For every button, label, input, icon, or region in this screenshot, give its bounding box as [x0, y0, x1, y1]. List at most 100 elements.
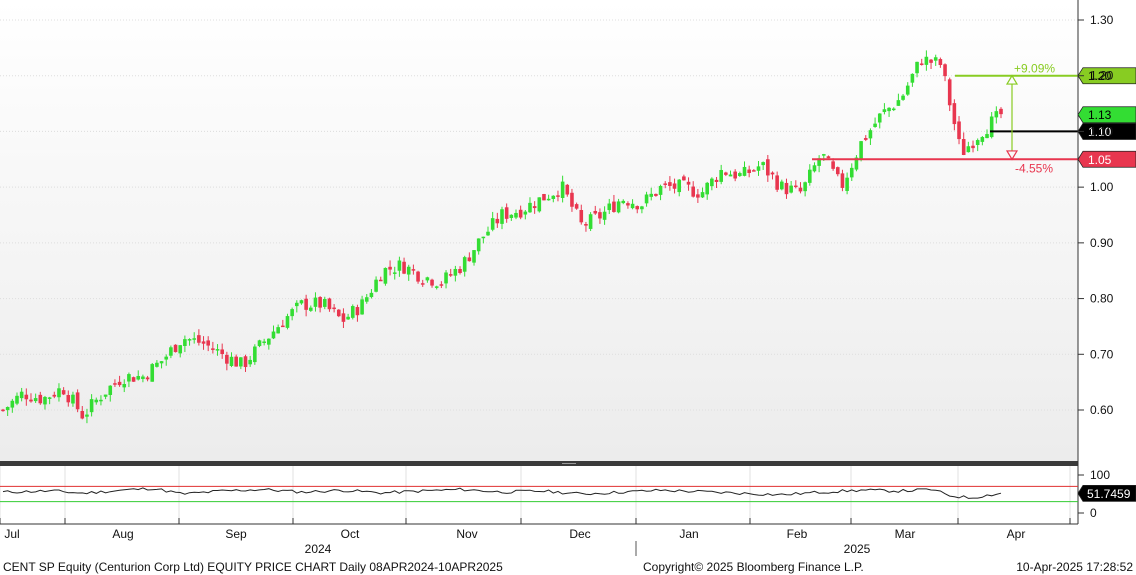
rsi-tick-label: 100 — [1090, 468, 1110, 482]
y-tick-label: 0.80 — [1090, 292, 1114, 306]
candle — [514, 209, 518, 220]
time-axis: Jul Aug Sep Oct Nov Dec Jan Feb Mar Apr 2024 2025 — [0, 518, 1071, 556]
candle — [453, 265, 458, 282]
candle — [849, 163, 854, 182]
level-tag-label: 1.13 — [1088, 108, 1112, 122]
candle — [621, 199, 626, 205]
candle — [187, 338, 192, 346]
loss-annotation: -4.55% — [1015, 161, 1053, 175]
candle — [383, 267, 388, 286]
candle — [924, 50, 929, 71]
rsi-line — [2, 487, 1002, 499]
x-month-label: Nov — [456, 527, 477, 541]
candle — [360, 295, 364, 315]
candle — [551, 195, 556, 203]
candle — [192, 332, 197, 344]
candle — [486, 226, 490, 236]
candle — [448, 268, 453, 277]
candle — [752, 169, 756, 172]
candle — [369, 289, 374, 299]
candle — [971, 140, 975, 153]
candle — [183, 335, 187, 353]
candle — [873, 117, 877, 128]
candle — [500, 206, 504, 230]
candle — [700, 187, 705, 199]
candle — [612, 194, 616, 213]
candle — [117, 375, 122, 387]
candle — [565, 183, 570, 197]
candle — [961, 132, 966, 156]
candle — [61, 387, 66, 396]
candle — [327, 297, 332, 312]
candle — [378, 276, 383, 282]
candle — [602, 206, 607, 225]
candle — [910, 73, 915, 87]
candle — [47, 396, 52, 405]
candle — [863, 135, 868, 142]
candle — [570, 188, 574, 212]
candle — [392, 266, 397, 280]
candle — [52, 391, 57, 399]
candle — [397, 256, 402, 277]
candle — [267, 338, 271, 350]
candle — [677, 179, 682, 197]
candle — [239, 357, 243, 370]
candle — [243, 354, 248, 372]
chart-description: CENT SP Equity (Centurion Corp Ltd) EQUI… — [3, 560, 503, 574]
candle — [169, 345, 173, 359]
candle — [761, 161, 765, 170]
candle — [738, 171, 742, 177]
candle — [560, 175, 565, 203]
candle — [789, 180, 793, 194]
x-month-label: Jul — [4, 527, 19, 541]
candle — [985, 129, 989, 139]
candle — [99, 395, 103, 406]
candle — [141, 374, 145, 383]
candle — [19, 387, 24, 402]
candle — [285, 313, 290, 330]
candle — [980, 136, 985, 146]
candle — [122, 379, 127, 393]
candle — [322, 296, 327, 310]
candle — [607, 198, 612, 215]
candle — [947, 77, 952, 112]
candle — [299, 299, 304, 305]
candle — [807, 164, 812, 186]
candle — [784, 178, 789, 199]
candle — [113, 379, 117, 387]
y-tick-label: 0.90 — [1090, 236, 1114, 250]
candle — [518, 205, 523, 220]
panel-splitter[interactable] — [0, 461, 1078, 466]
candle — [733, 169, 737, 182]
level-tag: 1.13 — [1077, 106, 1136, 124]
x-month-label: Feb — [787, 527, 808, 541]
candle — [257, 339, 262, 348]
candle — [658, 184, 663, 201]
candle — [854, 155, 859, 172]
candle — [616, 198, 621, 214]
candle — [290, 307, 294, 321]
x-month-label: Aug — [112, 527, 133, 541]
x-month-label: Dec — [569, 527, 590, 541]
candle — [318, 296, 322, 313]
candle — [728, 170, 733, 177]
candle — [943, 63, 947, 82]
candle — [845, 172, 849, 195]
candle — [891, 107, 896, 112]
rsi-value-label: 51.7459 — [1087, 487, 1131, 501]
price-levels: +9.09% -4.55% 1.20 1.13 1.10 1.05 — [812, 62, 1136, 175]
candle — [406, 264, 411, 281]
candle — [579, 204, 584, 225]
y-tick-label: 1.00 — [1090, 180, 1114, 194]
candle — [5, 406, 10, 416]
candle — [173, 344, 178, 353]
candle — [509, 214, 514, 221]
candle — [672, 178, 677, 194]
rsi-indicator: 100 0 51.7459 — [0, 468, 1136, 520]
candle — [430, 278, 434, 288]
candle — [29, 393, 33, 403]
copyright-text: Copyright© 2025 Bloomberg Finance L.P. — [643, 560, 864, 574]
price-gridlines — [0, 19, 1078, 524]
candle — [826, 155, 831, 159]
y-tick-label: 1.30 — [1090, 13, 1114, 27]
